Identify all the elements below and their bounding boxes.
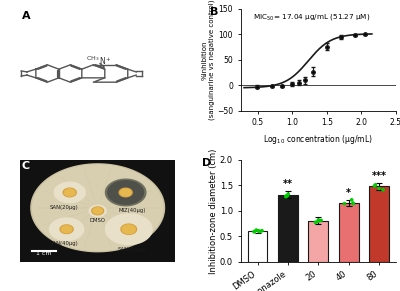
Polygon shape — [32, 165, 163, 251]
Point — [315, 219, 321, 224]
Bar — [369, 186, 389, 262]
Polygon shape — [92, 207, 104, 215]
Point — [318, 218, 324, 223]
X-axis label: Log$_{10}$ concentration (μg/mL): Log$_{10}$ concentration (μg/mL) — [264, 133, 373, 146]
Point — [283, 194, 289, 198]
Text: SAN(20μg): SAN(20μg) — [49, 205, 78, 210]
Polygon shape — [122, 225, 135, 233]
Point — [380, 187, 386, 192]
Y-axis label: %Inhibition
(sanguinarine vs negative control): %Inhibition (sanguinarine vs negative co… — [202, 0, 216, 120]
Text: C: C — [22, 161, 30, 171]
Text: D: D — [202, 158, 211, 168]
Polygon shape — [64, 189, 75, 196]
Point — [251, 229, 258, 234]
Polygon shape — [106, 214, 152, 244]
Point — [283, 194, 289, 199]
Polygon shape — [60, 225, 73, 233]
Text: SAN(80μg): SAN(80μg) — [118, 246, 146, 252]
Point — [315, 218, 322, 222]
Text: SAN(40μg): SAN(40μg) — [49, 242, 78, 246]
Point — [312, 220, 318, 225]
Polygon shape — [63, 188, 76, 197]
Point — [350, 201, 356, 205]
Text: 1 cm: 1 cm — [36, 251, 52, 256]
Text: *: * — [346, 188, 351, 198]
Text: B: B — [210, 7, 218, 17]
Bar — [248, 231, 268, 262]
Text: MIC$_{50}$= 17.04 μg/mL (51.27 μM): MIC$_{50}$= 17.04 μg/mL (51.27 μM) — [253, 12, 370, 22]
Polygon shape — [54, 182, 85, 203]
Point — [259, 228, 265, 233]
Polygon shape — [108, 181, 144, 204]
Text: CH$_3$: CH$_3$ — [86, 54, 99, 63]
Point — [348, 198, 355, 202]
Polygon shape — [50, 218, 84, 240]
Polygon shape — [61, 226, 72, 233]
Polygon shape — [106, 179, 146, 206]
Polygon shape — [121, 224, 136, 234]
Point — [255, 228, 262, 233]
Bar — [278, 194, 298, 262]
Text: A: A — [22, 11, 30, 21]
Polygon shape — [93, 208, 102, 214]
Point — [371, 184, 378, 188]
Bar — [308, 221, 328, 262]
Point — [372, 182, 378, 187]
Point — [285, 192, 291, 196]
Point — [284, 194, 290, 198]
Point — [257, 229, 263, 234]
Point — [341, 201, 348, 206]
Y-axis label: Inhibition-zone diameter (cm): Inhibition-zone diameter (cm) — [210, 148, 218, 274]
Text: ***: *** — [372, 171, 386, 181]
Polygon shape — [31, 164, 164, 252]
Bar — [339, 203, 358, 262]
Polygon shape — [120, 189, 131, 196]
Text: N$^+$: N$^+$ — [99, 55, 112, 67]
Point — [253, 228, 260, 233]
Polygon shape — [119, 188, 132, 197]
Polygon shape — [89, 205, 106, 217]
Text: **: ** — [283, 180, 293, 189]
Text: MIZ(40μg): MIZ(40μg) — [118, 208, 146, 213]
Text: DMSO: DMSO — [90, 218, 106, 223]
Point — [350, 201, 356, 206]
Point — [376, 186, 382, 191]
Point — [251, 229, 258, 234]
